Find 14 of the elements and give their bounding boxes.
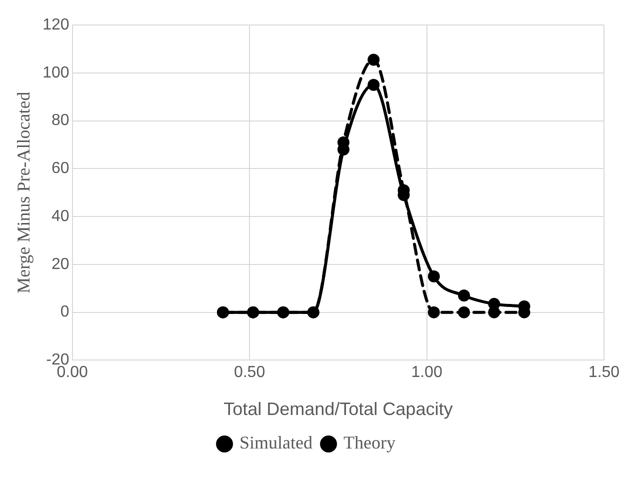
y-tick-label: 80 bbox=[52, 112, 70, 130]
y-tick-label: 40 bbox=[52, 208, 70, 225]
x-tick-label: 1.00 bbox=[411, 364, 442, 382]
y-axis-title: Merge Minus Pre-Allocated bbox=[14, 92, 34, 294]
y-tick-label: 100 bbox=[42, 64, 70, 82]
y-tick-label: 60 bbox=[52, 160, 70, 178]
x-axis-title: Total Demand/Total Capacity bbox=[224, 399, 453, 420]
y-tick-label: 20 bbox=[52, 256, 70, 273]
y-tick-label: 120 bbox=[42, 16, 70, 34]
legend-label: Simulated bbox=[240, 432, 313, 453]
y-tick-label: 0 bbox=[60, 304, 70, 321]
x-tick-label: 1.50 bbox=[588, 364, 620, 382]
x-tick-label: 0.50 bbox=[234, 364, 266, 382]
legend-label: Theory bbox=[344, 432, 396, 453]
